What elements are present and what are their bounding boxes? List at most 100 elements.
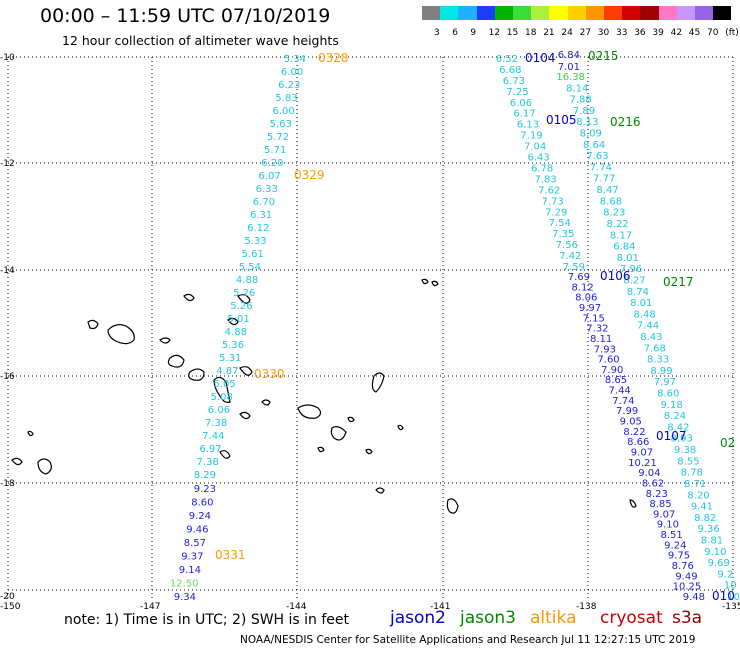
wave-height-value: 7.44 <box>637 321 659 332</box>
colorbar-label: 42 <box>670 28 683 38</box>
wave-height-value: 5.26 <box>230 301 252 312</box>
colorbar-swatch <box>567 6 586 20</box>
wave-height-value: 5.54 <box>239 262 261 273</box>
wave-height-value: 10.21 <box>628 458 657 469</box>
island-outline <box>183 293 195 302</box>
island-outline <box>37 458 52 475</box>
lon-label: -150 <box>0 602 21 612</box>
wave-height-value: 9.75 <box>668 551 690 562</box>
island-outline <box>239 411 251 420</box>
track-label: 0331 <box>215 548 246 562</box>
credit-line: NOAA/NESDIS Center for Satellite Applica… <box>240 634 696 646</box>
wave-height-value: 9.07 <box>631 447 653 458</box>
colorbar-swatch <box>658 6 677 20</box>
island-outline <box>159 337 171 344</box>
wave-height-value: 7.62 <box>538 185 560 196</box>
wave-height-value: 9.34 <box>174 592 196 603</box>
wave-height-value: 4.87 <box>216 366 238 377</box>
wave-height-value: 7.97 <box>654 377 676 388</box>
lat-label: -20 <box>0 592 15 602</box>
wave-height-value: 6.52 <box>496 54 518 65</box>
track-label: 0104 <box>525 51 556 65</box>
wave-height-value: 8.06 <box>575 293 597 304</box>
wave-height-value: 8.22 <box>607 219 629 230</box>
track-label: 0216 <box>610 115 641 129</box>
wave-height-value: 6.20 <box>261 158 283 169</box>
track-label: 0105 <box>546 113 577 127</box>
legend-jason2: jason2 <box>390 608 446 628</box>
wave-height-value: 7.63 <box>586 151 608 162</box>
wave-height-value: 7.77 <box>593 174 615 185</box>
wave-height-value: 8.22 <box>623 427 645 438</box>
wave-height-value: 6.17 <box>513 109 535 120</box>
colorbar-label: 45 <box>688 28 701 38</box>
wave-height-value: 10.25 <box>673 582 702 593</box>
wave-height-value: 6.00 <box>281 67 303 78</box>
island-outline <box>421 278 429 285</box>
colorbar-label: 33 <box>616 28 628 38</box>
wave-height-value: 9.24 <box>664 540 686 551</box>
wave-height-value: 7.56 <box>556 240 578 251</box>
wave-height-value: 9.18 <box>660 400 682 411</box>
lon-label: -144 <box>286 602 307 612</box>
wave-height-value: 8.64 <box>583 140 605 151</box>
island-outline <box>87 319 99 330</box>
island-outlines <box>11 278 637 514</box>
island-outline <box>107 324 135 345</box>
legend-jason3: jason3 <box>460 608 516 628</box>
wave-height-value: 7.25 <box>506 87 528 98</box>
wave-height-value: 5.61 <box>242 249 264 260</box>
wave-height-value: 7.15 <box>583 313 605 324</box>
colorbar-swatch <box>713 6 732 20</box>
altimeter-tracks: 5.34 6.00 6.23 5.83 6.00 5.63 5.72 5.71 6.20 6.07… <box>170 49 740 603</box>
colorbar-label: 30 <box>597 28 610 38</box>
wave-height-value: 6.00 <box>272 106 294 117</box>
island-outline <box>237 294 251 304</box>
colorbar-swatch <box>458 6 477 20</box>
wave-height-value: 8.99 <box>650 366 672 377</box>
colorbar-label: 70 <box>707 28 719 38</box>
wave-height-value: 9.37 <box>181 552 203 563</box>
wave-height-value: 5.01 <box>227 314 249 325</box>
wave-height-value: 8.81 <box>701 535 723 546</box>
wave-height-value: 6.13 <box>517 120 539 131</box>
wave-height-value: 6.73 <box>503 76 525 87</box>
track-label: 0329 <box>294 168 325 182</box>
wave-height-value: 8.47 <box>596 185 618 196</box>
wave-height-value: 8.11 <box>590 334 612 345</box>
island-outline <box>239 366 253 376</box>
wave-height-value: 8.29 <box>194 470 216 481</box>
colorbar-swatch <box>549 6 568 20</box>
wave-height-value: 12.50 <box>170 579 199 590</box>
colorbar-label: (ft) <box>725 28 739 38</box>
colorbar-swatch <box>494 6 513 20</box>
track-label: 0217 <box>663 275 694 289</box>
lat-label: -12 <box>0 159 15 169</box>
wave-height-value: 7.59 <box>563 262 585 273</box>
wave-height-value: 8.23 <box>646 489 668 500</box>
colorbar-label: 27 <box>579 28 592 38</box>
wave-height-value: 6.31 <box>250 210 272 221</box>
island-outline <box>27 430 34 437</box>
island-outline <box>213 376 231 403</box>
wave-height-value: 5.26 <box>233 288 255 299</box>
wave-height-value: 6.07 <box>258 171 280 182</box>
lat-label: -14 <box>0 266 15 276</box>
island-outline <box>227 317 239 326</box>
island-outline <box>188 368 205 381</box>
wave-height-value: 8.17 <box>610 230 632 241</box>
colorbar-swatch <box>622 6 641 20</box>
wave-height-value: 9.97 <box>579 303 601 314</box>
track-label: 0107 <box>656 429 687 443</box>
track-label: 0330 <box>254 367 285 381</box>
island-outline <box>261 399 271 406</box>
wave-height-value: 9.48 <box>683 592 705 603</box>
colorbar-swatch <box>604 6 623 20</box>
island-outline <box>431 280 439 287</box>
island-outline <box>317 446 325 453</box>
colorbar-label: 3 <box>434 28 440 38</box>
wave-height-value: 5.72 <box>267 132 289 143</box>
wave-height-value: 8.71 <box>684 479 706 490</box>
island-outline <box>219 450 231 459</box>
wave-height-value: 8.24 <box>664 411 686 422</box>
